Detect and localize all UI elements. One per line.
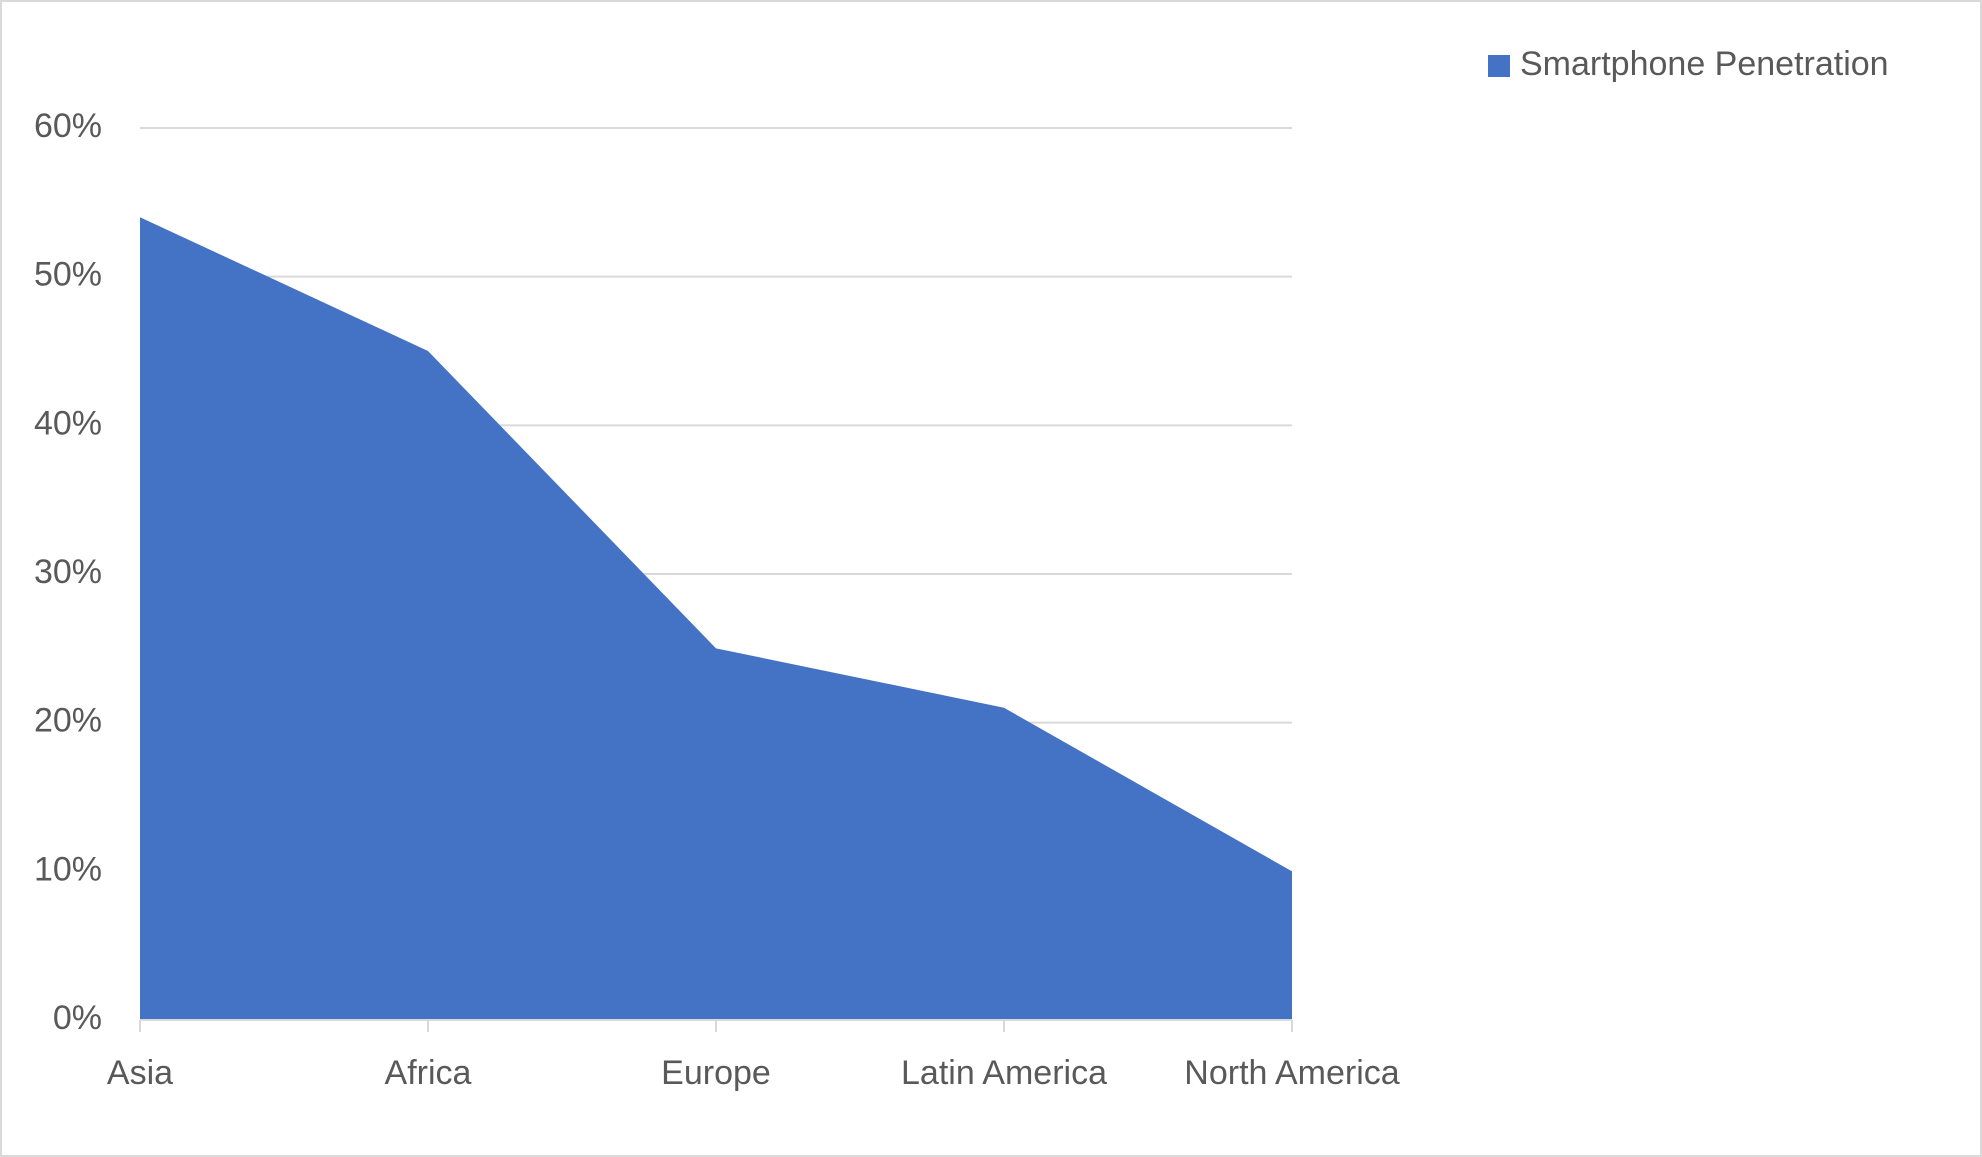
x-tick-label: Asia bbox=[107, 1054, 173, 1092]
legend-swatch bbox=[1488, 55, 1510, 77]
y-tick-label: 60% bbox=[34, 107, 102, 145]
y-tick-label: 10% bbox=[34, 850, 102, 888]
x-tick-label: Europe bbox=[661, 1054, 771, 1092]
x-tick-label: Latin America bbox=[901, 1054, 1107, 1092]
area bbox=[140, 217, 1292, 1020]
y-tick-label: 40% bbox=[34, 404, 102, 442]
x-tick-label: Africa bbox=[385, 1054, 472, 1092]
y-tick-label: 20% bbox=[34, 702, 102, 740]
legend-label: Smartphone Penetration bbox=[1520, 45, 1889, 83]
y-tick-label: 0% bbox=[53, 999, 102, 1037]
y-tick-label: 30% bbox=[34, 553, 102, 591]
x-tick-label: North America bbox=[1184, 1054, 1399, 1092]
y-tick-label: 50% bbox=[34, 256, 102, 294]
